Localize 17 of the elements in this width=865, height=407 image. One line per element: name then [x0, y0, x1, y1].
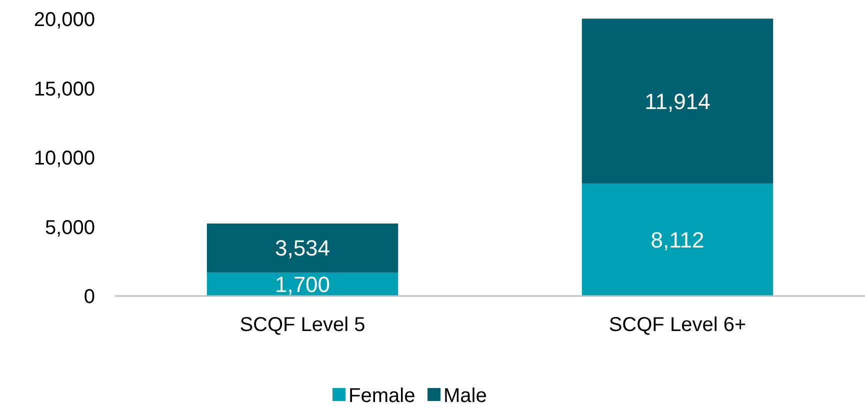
bar	[582, 18, 774, 184]
x-tick-label: SCQF Level 6+	[608, 314, 746, 336]
y-tick-label: 5,000	[44, 216, 95, 239]
bar	[206, 224, 398, 272]
bar	[582, 184, 774, 296]
y-tick-label: 0	[84, 286, 95, 308]
data-label: 8,112	[650, 228, 704, 253]
legend-label: Male	[444, 385, 487, 407]
x-tick-label: SCQF Level 5	[240, 314, 366, 336]
bar	[206, 272, 398, 296]
y-tick-label: 20,000	[34, 9, 95, 31]
data-label: 11,914	[644, 88, 710, 114]
legend-label: Female	[348, 385, 416, 407]
data-label: 1,700	[274, 272, 330, 297]
y-tick-label: 10,000	[34, 148, 95, 170]
y-tick-label: 15,000	[34, 78, 95, 100]
data-label: 3,534	[274, 236, 330, 261]
